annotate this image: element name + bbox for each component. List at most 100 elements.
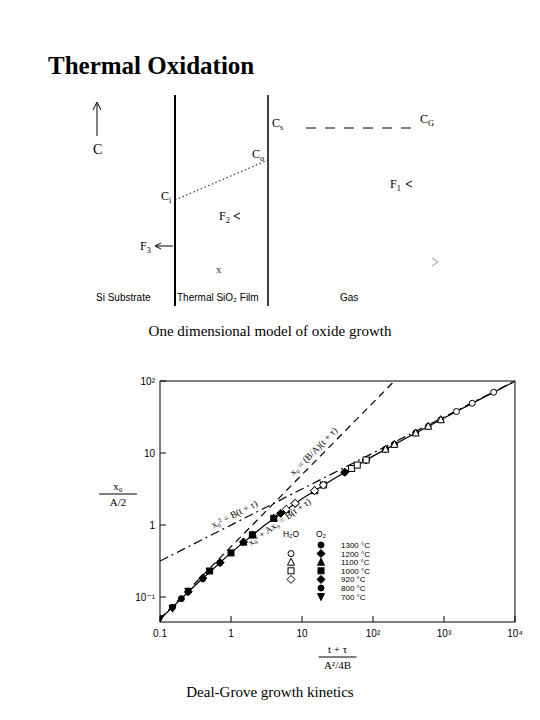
flux-f2-sub: 2 xyxy=(226,216,230,225)
data-point xyxy=(354,462,360,468)
data-point xyxy=(382,445,389,452)
curve-solid xyxy=(160,381,515,619)
label-co-base: C xyxy=(252,147,260,161)
data-point xyxy=(185,588,192,595)
data-point xyxy=(311,487,318,494)
flux-f2-arrow xyxy=(234,213,240,219)
x-tick-label: 0.1 xyxy=(153,628,167,639)
data-point xyxy=(228,550,234,556)
flux-f3: F3 xyxy=(140,239,151,255)
x-tick-label: 10² xyxy=(366,628,381,639)
y-tick xyxy=(160,525,166,526)
data-point xyxy=(425,423,431,429)
legend-marker xyxy=(318,568,324,574)
y-tick-label: 1 xyxy=(149,520,155,531)
plot-area xyxy=(160,381,515,622)
curve-label: x₀² = B(t + τ) xyxy=(210,498,260,531)
x-tick-label: 10 xyxy=(296,628,308,639)
flux-f3-arrowhead xyxy=(155,243,161,249)
y-tick-label: 10⁻¹ xyxy=(135,592,155,603)
data-point xyxy=(169,605,176,612)
flux-f1: F1 xyxy=(390,177,401,193)
data-point xyxy=(349,465,355,471)
data-point xyxy=(341,468,349,476)
caption: One dimensional model of oxide growth xyxy=(149,323,392,339)
flux-f3-arrow xyxy=(156,246,173,247)
flux-f3-sub: 3 xyxy=(147,246,151,255)
legend-marker xyxy=(317,550,325,558)
data-point xyxy=(363,457,369,463)
legend-marker xyxy=(318,558,325,565)
c-axis-arrow xyxy=(93,102,101,110)
si-oxide-interface xyxy=(174,95,176,306)
region-label: Gas xyxy=(340,292,358,303)
label-cs-sub: s xyxy=(280,123,283,132)
data-point xyxy=(178,596,184,602)
y-axis-label-denominator: A/2 xyxy=(110,496,127,508)
y-axis-label-bar xyxy=(99,494,137,495)
data-point xyxy=(391,441,397,447)
title: Thermal Oxidation xyxy=(48,52,254,79)
gas-arrow xyxy=(432,258,438,266)
data-point xyxy=(184,588,192,596)
data-point xyxy=(311,487,319,495)
x-tick xyxy=(302,616,303,622)
y-tick-label: 10² xyxy=(141,376,156,387)
x-tick-label: 10⁴ xyxy=(507,628,522,639)
flux-f1-sub: 1 xyxy=(397,184,401,193)
y-tick xyxy=(160,597,166,598)
curve-dashed xyxy=(160,381,394,619)
oxide-gas-interface xyxy=(267,95,269,306)
data-point xyxy=(160,616,164,622)
data-point xyxy=(217,560,223,566)
data-point xyxy=(319,481,327,489)
label-ci-sub: i xyxy=(169,196,172,205)
region-label: Thermal SiO₂ Film xyxy=(177,292,259,303)
legend-marker xyxy=(288,551,294,557)
y-axis-label-numerator: x₀ xyxy=(113,480,123,492)
data-point xyxy=(437,416,444,423)
data-point xyxy=(200,576,206,582)
page: Thermal OxidationCCsCoCiCGF1F2F3xSi Subs… xyxy=(0,0,540,720)
chart: 0.111010²10³10⁴10⁻¹11010²t + τA²/4Bx₀A/2… xyxy=(99,376,523,671)
x-tick-label: 10³ xyxy=(437,628,452,639)
label-co-sub: o xyxy=(260,154,264,163)
data-point xyxy=(438,417,444,423)
x-axis-label-numerator: t + τ xyxy=(328,643,348,655)
x-tick xyxy=(444,616,445,622)
plot-frame xyxy=(160,381,515,622)
caption: Deal-Grove growth kinetics xyxy=(186,684,354,700)
label-cg-base: C xyxy=(420,112,428,126)
legend-marker xyxy=(318,594,325,601)
gas-concentration xyxy=(306,128,414,129)
oxide-growth-diagram: CCsCoCiCGF1F2F3xSi SubstrateThermal SiO₂… xyxy=(93,95,438,306)
label-cg-sub: G xyxy=(428,119,434,128)
data-point xyxy=(320,482,326,488)
data-point xyxy=(207,568,213,574)
x-tick xyxy=(231,616,232,622)
curve-label: x₀ = (B/A)(t + τ) xyxy=(288,425,340,478)
y-tick xyxy=(160,453,166,454)
legend-marker xyxy=(318,542,324,548)
flux-f1-arrow xyxy=(406,181,412,187)
legend-marker xyxy=(317,575,325,583)
data-point xyxy=(311,487,319,495)
curve-label: x₀² + Ax₀ = B(t + τ) xyxy=(246,496,313,548)
y-tick-label: 10 xyxy=(144,448,156,459)
data-point xyxy=(413,430,419,436)
label-cg: CG xyxy=(420,112,434,128)
label-cs: Cs xyxy=(272,116,283,132)
label-ci-base: C xyxy=(161,189,169,203)
data-point xyxy=(412,429,419,436)
c-axis-label: C xyxy=(93,142,102,157)
data-point xyxy=(342,469,348,475)
data-point xyxy=(383,446,389,452)
legend-header: H₂O xyxy=(283,529,299,539)
x-tick-label: 1 xyxy=(228,628,234,639)
data-point xyxy=(216,559,224,567)
legend-marker xyxy=(288,558,295,565)
flux-f2: F2 xyxy=(219,209,230,225)
x-tick xyxy=(373,616,374,622)
legend: H₂OO₂1300 °C1200 °C1100 °C1000 °C920 °C8… xyxy=(283,529,370,602)
legend-label: 700 °C xyxy=(341,593,366,602)
